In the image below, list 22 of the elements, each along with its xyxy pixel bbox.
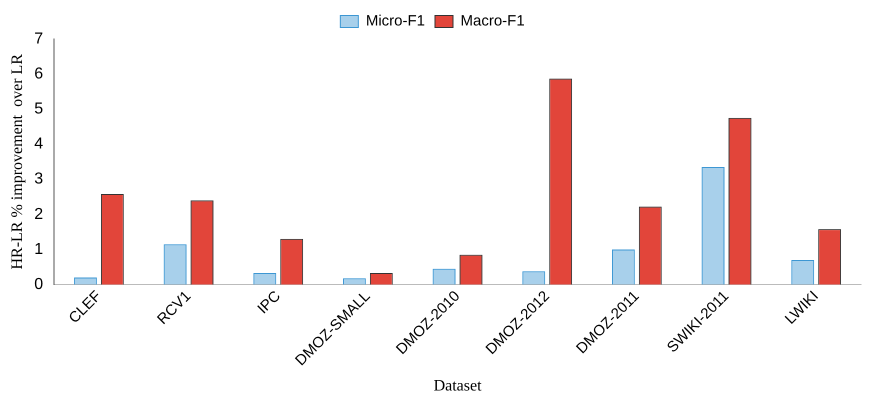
bar [791, 260, 814, 285]
bar [164, 244, 187, 285]
bar [74, 278, 97, 285]
x-tick-label: IPC [254, 288, 284, 318]
y-tick-label: 0 [34, 276, 44, 293]
y-tick-label: 1 [34, 240, 44, 258]
y-tick-label: 7 [34, 30, 44, 48]
y-tick-label: 6 [34, 65, 44, 82]
bar [702, 167, 724, 285]
bar [432, 268, 456, 285]
y-tick-label: 5 [34, 100, 44, 118]
legend-label: Micro-F1 [366, 12, 425, 30]
y-tick-label: 4 [34, 136, 44, 153]
y-tick-label: 2 [34, 206, 44, 223]
bar [522, 271, 546, 285]
y-tick-label: 3 [34, 170, 44, 188]
bar [612, 249, 635, 285]
x-axis-title: Dataset [434, 378, 482, 395]
legend-label: Macro-F1 [460, 12, 525, 30]
bar [343, 278, 366, 285]
bar [253, 272, 276, 285]
y-axis-title: HR-LR % improvement over LR [8, 54, 26, 270]
